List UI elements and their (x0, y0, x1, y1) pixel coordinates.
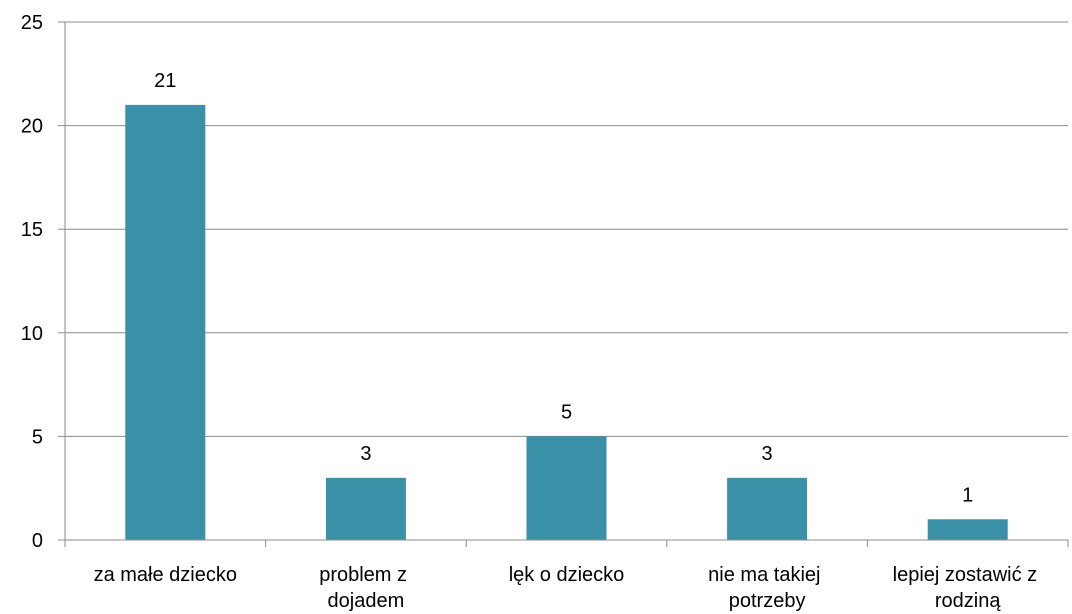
y-tick-label: 20 (21, 116, 43, 138)
label-line: dojadem (328, 590, 405, 612)
data-label: 21 (154, 70, 176, 92)
y-tick-label: 5 (32, 426, 43, 448)
data-label: 1 (962, 484, 973, 506)
label-line: nie ma takiej (708, 564, 826, 586)
bar (526, 436, 607, 540)
x-tick-label: nie ma takiej potrzeby (708, 564, 826, 612)
label-line: rodziną (935, 590, 1001, 612)
bar (325, 477, 406, 540)
label-line: za małe dziecko (94, 564, 237, 586)
y-tick-label: 15 (21, 219, 43, 241)
x-tick-label: problem z dojadem (319, 564, 412, 612)
x-tick-label: lepiej zostawić z rodziną (893, 564, 1043, 612)
label-line: lęk o dziecko (509, 564, 625, 586)
label-line: problem z (319, 564, 412, 586)
data-label: 3 (762, 443, 773, 465)
label-line: lepiej zostawić z (893, 564, 1043, 586)
y-tick-label: 25 (21, 12, 43, 34)
bar (927, 519, 1008, 540)
y-tick-label: 10 (21, 323, 43, 345)
bar (727, 477, 808, 540)
y-tick-label: 0 (32, 530, 43, 552)
label-line: potrzeby (729, 590, 806, 612)
data-label: 3 (360, 443, 371, 465)
bar (125, 104, 206, 540)
data-label: 5 (561, 401, 572, 423)
x-tick-label: lęk o dziecko (509, 564, 625, 586)
x-tick-label: za małe dziecko (94, 564, 237, 586)
